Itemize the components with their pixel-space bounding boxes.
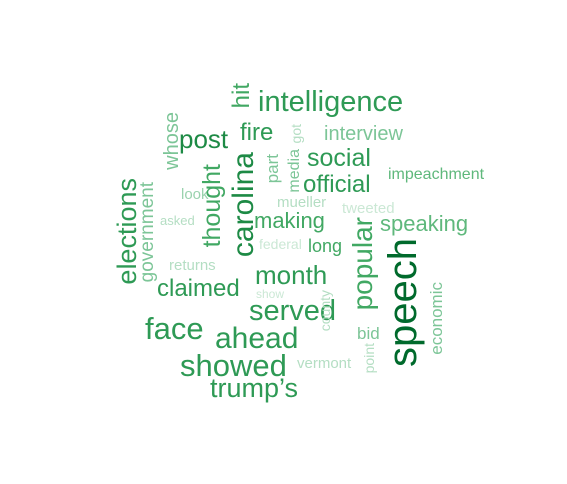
word-speech: speech xyxy=(381,238,425,367)
word-county: county xyxy=(317,290,333,332)
word-face: face xyxy=(145,311,204,346)
word-showed: showed xyxy=(180,348,287,383)
word-economic: economic xyxy=(427,282,446,355)
word-fire: fire xyxy=(240,119,274,146)
word-claimed: claimed xyxy=(157,275,240,302)
word-media: media xyxy=(286,149,303,193)
word-returns: returns xyxy=(169,257,216,274)
word-asked: asked xyxy=(160,213,195,228)
word-point: point xyxy=(361,343,377,374)
word-trumps: trump’s xyxy=(210,373,299,403)
word-making: making xyxy=(254,208,325,233)
word-part: part xyxy=(263,154,282,184)
word-mueller: mueller xyxy=(277,194,327,211)
word-ahead: ahead xyxy=(215,322,299,355)
word-month: month xyxy=(255,260,328,290)
word-served: served xyxy=(249,295,337,327)
word-whose: whose xyxy=(161,112,183,170)
word-interview: interview xyxy=(324,123,403,145)
word-intelligence: intelligence xyxy=(258,86,404,118)
word-federal: federal xyxy=(259,236,302,252)
word-impeachment: impeachment xyxy=(388,166,485,183)
word-carolina: carolina xyxy=(227,152,260,258)
word-vermont: vermont xyxy=(297,355,352,372)
word-thought: thought xyxy=(198,164,226,248)
word-long: long xyxy=(308,236,343,256)
word-post: post xyxy=(179,124,229,154)
word-tweeted: tweeted xyxy=(342,200,395,217)
word-look: look xyxy=(181,186,209,203)
word-speaking: speaking xyxy=(380,211,469,236)
word-bid: bid xyxy=(357,324,380,343)
word-show: show xyxy=(256,287,285,301)
word-hit: hit xyxy=(228,83,255,109)
word-got: got xyxy=(288,124,304,144)
word-government: government xyxy=(137,182,158,283)
word-social: social xyxy=(307,144,371,172)
word-official: official xyxy=(303,171,371,198)
word-popular: popular xyxy=(347,217,378,311)
